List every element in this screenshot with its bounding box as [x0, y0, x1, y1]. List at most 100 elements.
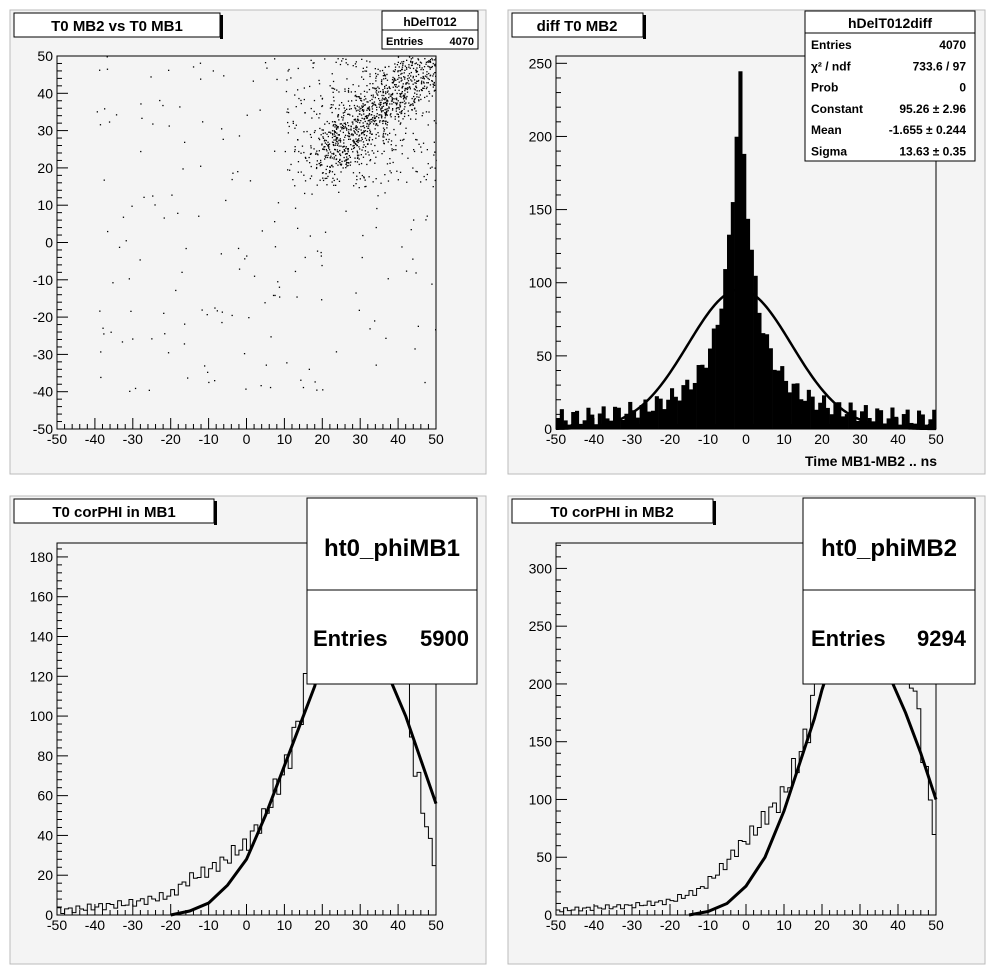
- scatter-point: [339, 153, 341, 155]
- scatter-point: [358, 163, 360, 166]
- scatter-point: [225, 199, 227, 202]
- scatter-point: [391, 100, 394, 102]
- scatter-point: [379, 90, 382, 93]
- scatter-point: [404, 78, 406, 80]
- scatter-point: [346, 108, 348, 110]
- scatter-point: [246, 114, 248, 116]
- scatter-point: [416, 139, 418, 141]
- scatter-point: [340, 123, 343, 125]
- scatter-point: [382, 127, 385, 129]
- scatter-point: [400, 122, 402, 124]
- pad-scatter-t0-mb2-vs-mb1[interactable]: -50 -40 -30 -20 -10 0 10 20 30 40 50 -50-40-30-20-…: [9, 9, 487, 475]
- scatter-point: [321, 164, 323, 166]
- scatter-point: [367, 120, 369, 122]
- plot-title: diff T0 MB2: [537, 18, 618, 35]
- scatter-point: [406, 91, 409, 93]
- scatter-point: [296, 296, 298, 298]
- scatter-point: [375, 133, 377, 136]
- scatter-point: [265, 364, 267, 366]
- scatter-point: [359, 97, 361, 100]
- scatter-point: [410, 58, 412, 60]
- pad-histogram-diff-t0-mb2[interactable]: -50 -40 -30 -20 -10 0 10 20 30 40 50 0501001502002…: [507, 9, 986, 475]
- scatter-point: [319, 165, 321, 167]
- scatter-point: [395, 79, 397, 81]
- scatter-point: [253, 275, 256, 277]
- scatter-point: [368, 88, 371, 91]
- scatter-point: [431, 166, 433, 168]
- scatter-point: [334, 131, 336, 133]
- scatter-point: [394, 89, 396, 91]
- scatter-point: [396, 98, 398, 101]
- scatter-point: [356, 161, 359, 163]
- histogram-bar: [761, 333, 766, 429]
- scatter-point: [420, 68, 422, 71]
- plot-frame: [56, 55, 437, 430]
- scatter-point: [331, 153, 333, 155]
- scatter-point: [183, 343, 186, 345]
- scatter-point: [407, 80, 410, 82]
- scatter-point: [418, 90, 420, 92]
- scatter-point: [416, 93, 418, 95]
- scatter-point: [310, 59, 312, 61]
- scatter-point: [377, 94, 379, 96]
- scatter-point: [238, 268, 241, 270]
- scatter-point: [364, 137, 367, 139]
- scatter-point: [339, 154, 342, 157]
- histogram-bar: [727, 234, 732, 429]
- scatter-point: [354, 131, 356, 133]
- scatter-point: [433, 141, 435, 143]
- scatter-point: [434, 179, 436, 182]
- scatter-point: [423, 87, 425, 89]
- scatter-point: [231, 178, 233, 181]
- scatter-point: [337, 151, 340, 153]
- scatter-point: [359, 178, 361, 180]
- histogram-bar: [905, 409, 910, 429]
- scatter-point: [401, 153, 403, 155]
- scatter-point: [368, 113, 371, 115]
- y-tick-label: 0: [45, 235, 53, 251]
- scatter-point: [338, 191, 340, 193]
- scatter-point: [407, 75, 409, 77]
- scatter-point: [344, 90, 346, 92]
- scatter-point: [334, 123, 336, 126]
- scatter-point: [396, 92, 398, 95]
- scatter-point: [131, 205, 133, 207]
- scatter-point: [341, 128, 343, 130]
- scatter-point: [163, 217, 165, 219]
- scatter-point: [349, 105, 351, 107]
- scatter-point: [382, 140, 384, 142]
- histogram-bar: [749, 249, 754, 429]
- scatter-point: [326, 143, 328, 145]
- scatter-point: [420, 83, 423, 85]
- scatter-point: [362, 122, 364, 124]
- scatter-point: [401, 92, 403, 95]
- pad-histogram-phi-mb2[interactable]: -50 -40 -30 -20 -10 0 10 20 30 40 50 0501001502002…: [507, 495, 986, 965]
- scatter-point: [409, 67, 411, 69]
- scatter-point: [312, 67, 314, 69]
- scatter-point: [396, 103, 398, 105]
- scatter-point: [366, 107, 369, 109]
- scatter-point: [412, 77, 414, 79]
- scatter-point: [294, 150, 296, 153]
- scatter-point: [372, 119, 374, 121]
- scatter-point: [367, 115, 369, 117]
- scatter-point: [318, 117, 320, 119]
- scatter-point: [414, 89, 416, 91]
- pad-histogram-phi-mb1[interactable]: -50 -40 -30 -20 -10 0 10 20 30 40 50 0204060801001…: [9, 495, 487, 965]
- scatter-point: [356, 157, 359, 159]
- scatter-point: [336, 132, 338, 134]
- scatter-point: [435, 159, 437, 162]
- histogram-bar: [635, 417, 640, 429]
- scatter-point: [425, 87, 428, 90]
- scatter-point: [339, 159, 341, 161]
- scatter-point: [184, 141, 186, 143]
- scatter-point: [350, 128, 352, 130]
- scatter-point: [355, 128, 357, 130]
- scatter-point: [369, 121, 371, 123]
- scatter-point: [404, 76, 406, 78]
- scatter-point: [405, 82, 407, 84]
- scatter-point: [420, 82, 423, 84]
- title-box: T0 corPHI in MB2: [511, 498, 716, 525]
- scatter-point: [401, 246, 403, 248]
- scatter-point: [152, 195, 154, 197]
